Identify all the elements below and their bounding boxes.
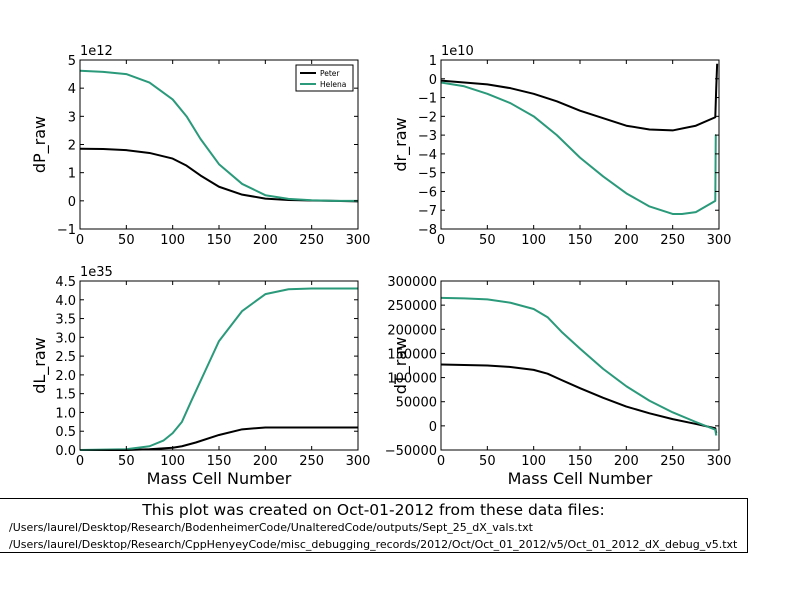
series-line-peter bbox=[79, 147, 359, 203]
x-tick-label: 300 bbox=[346, 454, 371, 469]
series-line-peter bbox=[440, 63, 719, 132]
y-axis-label: dP_raw bbox=[30, 116, 50, 173]
caption-file-path: /Users/laurel/Desktop/Research/CppHenyey… bbox=[9, 538, 738, 551]
y-tick-label: 1.0 bbox=[55, 406, 76, 421]
y-tick-label: 4 bbox=[68, 82, 76, 97]
panel-dt-raw: 0 50 100 150 200 250 300−500000500001000001500… bbox=[385, 275, 732, 488]
y-tick-label: 0 bbox=[429, 420, 437, 435]
y-tick-label: 3 bbox=[68, 110, 76, 125]
x-tick-label: 150 bbox=[207, 233, 232, 248]
legend-box bbox=[295, 64, 354, 92]
x-tick-label: 100 bbox=[160, 454, 185, 469]
y-tick-label: 300000 bbox=[387, 275, 437, 290]
x-tick-label: 50 bbox=[118, 233, 135, 248]
axis-offset-text: 1e12 bbox=[80, 44, 113, 59]
axis-offset-text: 1e35 bbox=[80, 265, 113, 280]
x-tick-label: 200 bbox=[253, 454, 278, 469]
series-line-helena bbox=[79, 69, 358, 202]
x-tick-label: 300 bbox=[346, 233, 371, 248]
x-axis-label: Mass Cell Number bbox=[147, 469, 292, 488]
panel-dr-raw: 0 50 100 150 200 250 300 −8 −7 −6 −5 −4 −3 −2 −1 0 1 1e10… bbox=[391, 44, 731, 248]
y-tick-label: −6 bbox=[418, 185, 437, 200]
y-tick-label: −4 bbox=[418, 148, 437, 163]
y-tick-label: −1 bbox=[57, 223, 76, 238]
x-tick-label: 150 bbox=[568, 454, 593, 469]
y-tick-label: 2.5 bbox=[55, 350, 76, 365]
y-tick-label: 2.0 bbox=[55, 369, 76, 384]
caption-file-path: /Users/laurel/Desktop/Research/Bodenheim… bbox=[9, 521, 533, 534]
caption-heading: This plot was created on Oct-01-2012 fro… bbox=[142, 501, 605, 519]
x-tick-label: 100 bbox=[521, 454, 546, 469]
caption-box: This plot was created on Oct-01-2012 fro… bbox=[0, 498, 748, 553]
x-tick-label: 50 bbox=[479, 454, 496, 469]
x-tick-label: 50 bbox=[118, 454, 135, 469]
axis-offset-text: 1e10 bbox=[441, 44, 474, 59]
legend-label: Helena bbox=[320, 80, 346, 89]
x-tick-label: 150 bbox=[568, 233, 593, 248]
y-tick-label: 4.0 bbox=[55, 294, 76, 309]
legend: Peter Helena bbox=[295, 64, 354, 92]
y-tick-label: 5 bbox=[68, 54, 76, 69]
y-tick-label: 0 bbox=[429, 73, 437, 88]
x-tick-label: 200 bbox=[253, 233, 278, 248]
y-tick-label: −5 bbox=[418, 167, 437, 182]
y-tick-label: 3.5 bbox=[55, 313, 76, 328]
y-tick-label: 250000 bbox=[387, 299, 437, 314]
y-tick-label: 0.5 bbox=[55, 425, 76, 440]
x-tick-label: 0 bbox=[76, 454, 84, 469]
series-line-helena bbox=[440, 296, 718, 436]
y-axis-label: dL_raw bbox=[30, 337, 50, 394]
x-tick-label: 0 bbox=[437, 454, 445, 469]
series-line-peter bbox=[440, 363, 718, 434]
y-tick-label: −2 bbox=[418, 110, 437, 125]
y-tick-label: 1 bbox=[429, 54, 437, 69]
legend-label: Peter bbox=[320, 69, 340, 78]
panel-dp-raw: 0 50 100 150 200 250 300−10123451e12dP_rawPete… bbox=[30, 44, 370, 248]
x-tick-label: 0 bbox=[76, 233, 84, 248]
x-tick-label: 100 bbox=[521, 233, 546, 248]
axes-frame bbox=[440, 59, 720, 230]
y-tick-label: 2 bbox=[68, 139, 76, 154]
y-tick-label: 150000 bbox=[387, 347, 437, 362]
axes-frame bbox=[79, 280, 359, 451]
x-axis-label: Mass Cell Number bbox=[508, 469, 653, 488]
x-tick-label: 150 bbox=[207, 454, 232, 469]
y-tick-label: 0 bbox=[68, 195, 76, 210]
y-tick-label: −3 bbox=[418, 129, 437, 144]
series-line-helena bbox=[440, 81, 717, 215]
y-tick-label: 200000 bbox=[387, 323, 437, 338]
y-tick-label: 0.0 bbox=[55, 444, 76, 459]
x-tick-label: 200 bbox=[614, 233, 639, 248]
series-line-peter bbox=[80, 426, 358, 451]
y-tick-label: −50000 bbox=[385, 444, 437, 459]
x-tick-label: 50 bbox=[479, 233, 496, 248]
x-tick-label: 300 bbox=[707, 233, 732, 248]
y-tick-label: 50000 bbox=[396, 396, 437, 411]
x-tick-label: 250 bbox=[299, 233, 324, 248]
x-tick-label: 200 bbox=[614, 454, 639, 469]
y-tick-label: 100000 bbox=[387, 372, 437, 387]
y-tick-label: −8 bbox=[418, 223, 437, 238]
x-tick-label: 0 bbox=[437, 233, 445, 248]
x-tick-label: 250 bbox=[299, 454, 324, 469]
y-tick-label: 3.0 bbox=[55, 331, 76, 346]
y-tick-label: 4.5 bbox=[55, 275, 76, 290]
y-tick-label: −7 bbox=[418, 204, 437, 219]
x-tick-label: 300 bbox=[707, 454, 732, 469]
y-tick-label: −1 bbox=[418, 92, 437, 107]
series-line-helena bbox=[79, 287, 358, 451]
y-axis-label: dr_raw bbox=[391, 117, 411, 171]
x-tick-label: 250 bbox=[660, 233, 685, 248]
panel-dl-raw: 0 50 100 150 200 250 300 0.0 0.5 1.0 1.5 2.0 2.5 3.0 3… bbox=[30, 265, 370, 488]
x-tick-label: 100 bbox=[160, 233, 185, 248]
y-tick-label: 1 bbox=[68, 167, 76, 182]
x-tick-label: 250 bbox=[660, 454, 685, 469]
y-tick-label: 1.5 bbox=[55, 388, 76, 403]
y-axis-label: dT_raw bbox=[391, 337, 411, 394]
